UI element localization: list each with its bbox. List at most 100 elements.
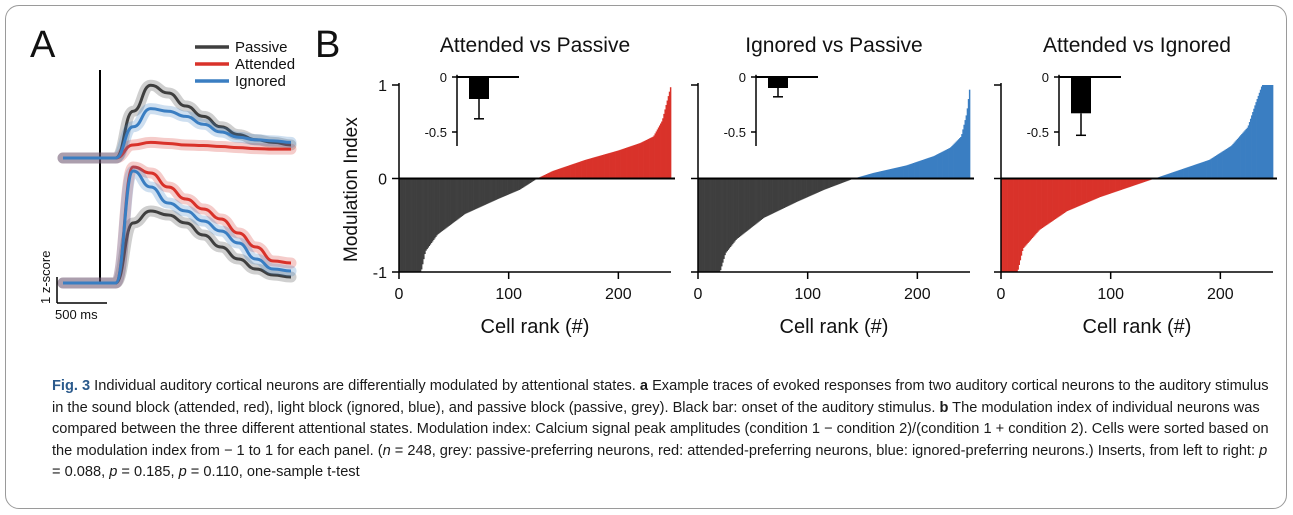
cell-bar — [505, 178, 507, 196]
cell-bar — [453, 178, 456, 222]
cell-bar — [892, 168, 894, 179]
cell-bar — [840, 178, 843, 184]
cell-bar — [863, 175, 866, 179]
cell-bar — [657, 127, 660, 179]
cell-bar — [1144, 178, 1147, 182]
cell-bar — [791, 178, 793, 205]
cell-bar — [491, 178, 493, 202]
cell-bar — [865, 174, 868, 179]
cell-bar — [599, 155, 602, 179]
inset-mean-bar — [1071, 77, 1091, 114]
cell-bar — [1145, 178, 1148, 182]
cell-bar — [1231, 145, 1233, 179]
cell-bar — [1188, 166, 1190, 179]
cell-bar — [493, 178, 495, 201]
cell-bar — [934, 155, 937, 179]
cell-bar — [823, 178, 825, 190]
cell-bar — [922, 159, 925, 179]
cell-bar — [785, 178, 788, 207]
cell-bar — [933, 155, 936, 179]
cell-bar — [910, 163, 913, 179]
cell-bar — [645, 139, 648, 179]
cell-bar — [1007, 178, 1010, 272]
cell-bar — [440, 178, 443, 232]
cell-bar — [525, 178, 527, 186]
cell-bar — [1228, 147, 1230, 179]
cell-bar — [1139, 178, 1141, 184]
cell-bar — [884, 170, 886, 179]
cell-bar — [862, 175, 864, 179]
cell-bar — [1186, 167, 1188, 179]
cell-bar — [403, 178, 405, 272]
cell-bar — [430, 178, 433, 244]
cell-bar — [914, 162, 916, 179]
cell-bar — [802, 178, 804, 200]
cell-bar — [594, 157, 596, 179]
cell-bar — [1180, 169, 1183, 179]
cell-bar — [1257, 95, 1260, 179]
cell-bar — [578, 161, 581, 179]
cell-bar — [469, 178, 471, 212]
cell-bar — [737, 178, 739, 238]
cell-bar — [1016, 178, 1018, 272]
caption-b-text: The modulation index of individual neuro… — [52, 399, 1269, 459]
cell-bar — [1090, 178, 1093, 201]
cell-bar — [1030, 178, 1033, 240]
cell-bar — [560, 168, 562, 179]
caption-p1-symbol: p — [1259, 442, 1268, 459]
cell-bar — [610, 152, 613, 179]
cell-bar — [780, 178, 782, 210]
cell-bar — [960, 136, 962, 179]
cell-bar — [1167, 173, 1170, 179]
caption-p2-symbol: p — [109, 464, 118, 480]
cell-bar — [776, 178, 779, 212]
cell-bar — [413, 178, 415, 272]
cell-bar — [715, 178, 717, 272]
cell-bar — [943, 150, 946, 179]
cell-bar — [1011, 178, 1014, 272]
cell-bar — [782, 178, 784, 209]
cell-bar — [748, 178, 750, 230]
cell-bar — [623, 148, 626, 179]
cell-bar — [1018, 178, 1020, 265]
cell-bar — [1004, 178, 1006, 272]
cell-bar — [932, 156, 935, 179]
cell-bar — [1121, 178, 1124, 190]
cell-bar — [1141, 178, 1143, 183]
x-tick-label: 0 — [694, 286, 703, 303]
cell-bar — [1237, 137, 1240, 179]
cell-bar — [1040, 178, 1042, 229]
cell-bar — [495, 178, 497, 200]
cell-bar — [718, 178, 721, 272]
caption-a-label: a — [639, 378, 648, 394]
cell-bar — [624, 148, 627, 179]
cell-bar — [824, 178, 826, 190]
caption-a-text: Example traces of evoked responses from … — [52, 378, 1269, 416]
cell-bar — [584, 159, 586, 179]
cell-bar — [954, 142, 957, 179]
cell-bar — [604, 154, 606, 179]
cell-bar — [917, 161, 919, 179]
cell-bar — [951, 145, 953, 179]
x-axis-label: Cell rank (#) — [481, 316, 590, 338]
cell-bar — [1221, 151, 1223, 179]
cell-bar — [1020, 178, 1023, 256]
panel-b-y-axis-label: Modulation Index — [341, 117, 362, 262]
cell-bar — [473, 178, 476, 210]
caption-n-text: = 248, grey: passive-preferring neurons,… — [390, 442, 1260, 459]
cell-bar — [1171, 172, 1173, 179]
cell-bar — [1035, 178, 1037, 235]
cell-bar — [756, 178, 758, 224]
cell-bar — [784, 178, 787, 208]
cell-bar — [873, 172, 875, 179]
cell-bar — [939, 152, 941, 179]
cell-bar — [1233, 142, 1235, 179]
cell-bar — [563, 167, 565, 179]
cell-bar — [497, 178, 500, 199]
cell-bar — [923, 159, 926, 179]
subplot-title: Ignored vs Passive — [745, 34, 922, 57]
cell-bar — [902, 166, 904, 179]
cell-bar — [844, 178, 847, 182]
cell-bar — [794, 178, 796, 203]
y-tick-label: -1 — [373, 265, 387, 282]
